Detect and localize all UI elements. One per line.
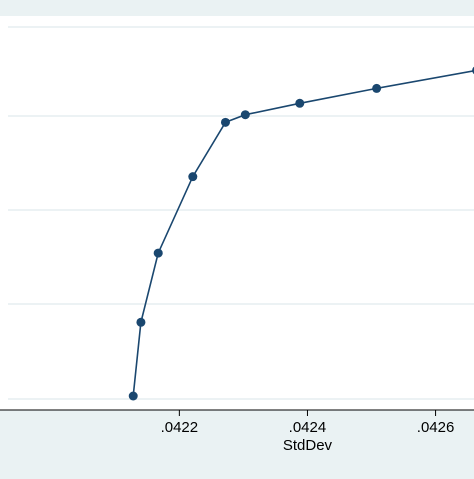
- data-point: [372, 83, 382, 93]
- gridlines: [8, 26, 474, 400]
- data-point: [220, 117, 230, 127]
- data-point: [136, 317, 146, 327]
- data-point: [188, 172, 198, 182]
- series-group: [128, 66, 474, 401]
- x-tick-label: .0424: [289, 419, 327, 436]
- x-tick-label: .0426: [417, 419, 455, 436]
- x-axis-label: StdDev: [283, 437, 333, 454]
- data-point: [295, 98, 305, 108]
- data-point: [153, 248, 163, 258]
- plot-area: [0, 16, 474, 410]
- data-point: [240, 110, 250, 120]
- x-axis-ticks: .0422 .0424 .0426: [161, 410, 455, 436]
- x-tick-label: .0422: [161, 419, 199, 436]
- data-point: [128, 391, 138, 401]
